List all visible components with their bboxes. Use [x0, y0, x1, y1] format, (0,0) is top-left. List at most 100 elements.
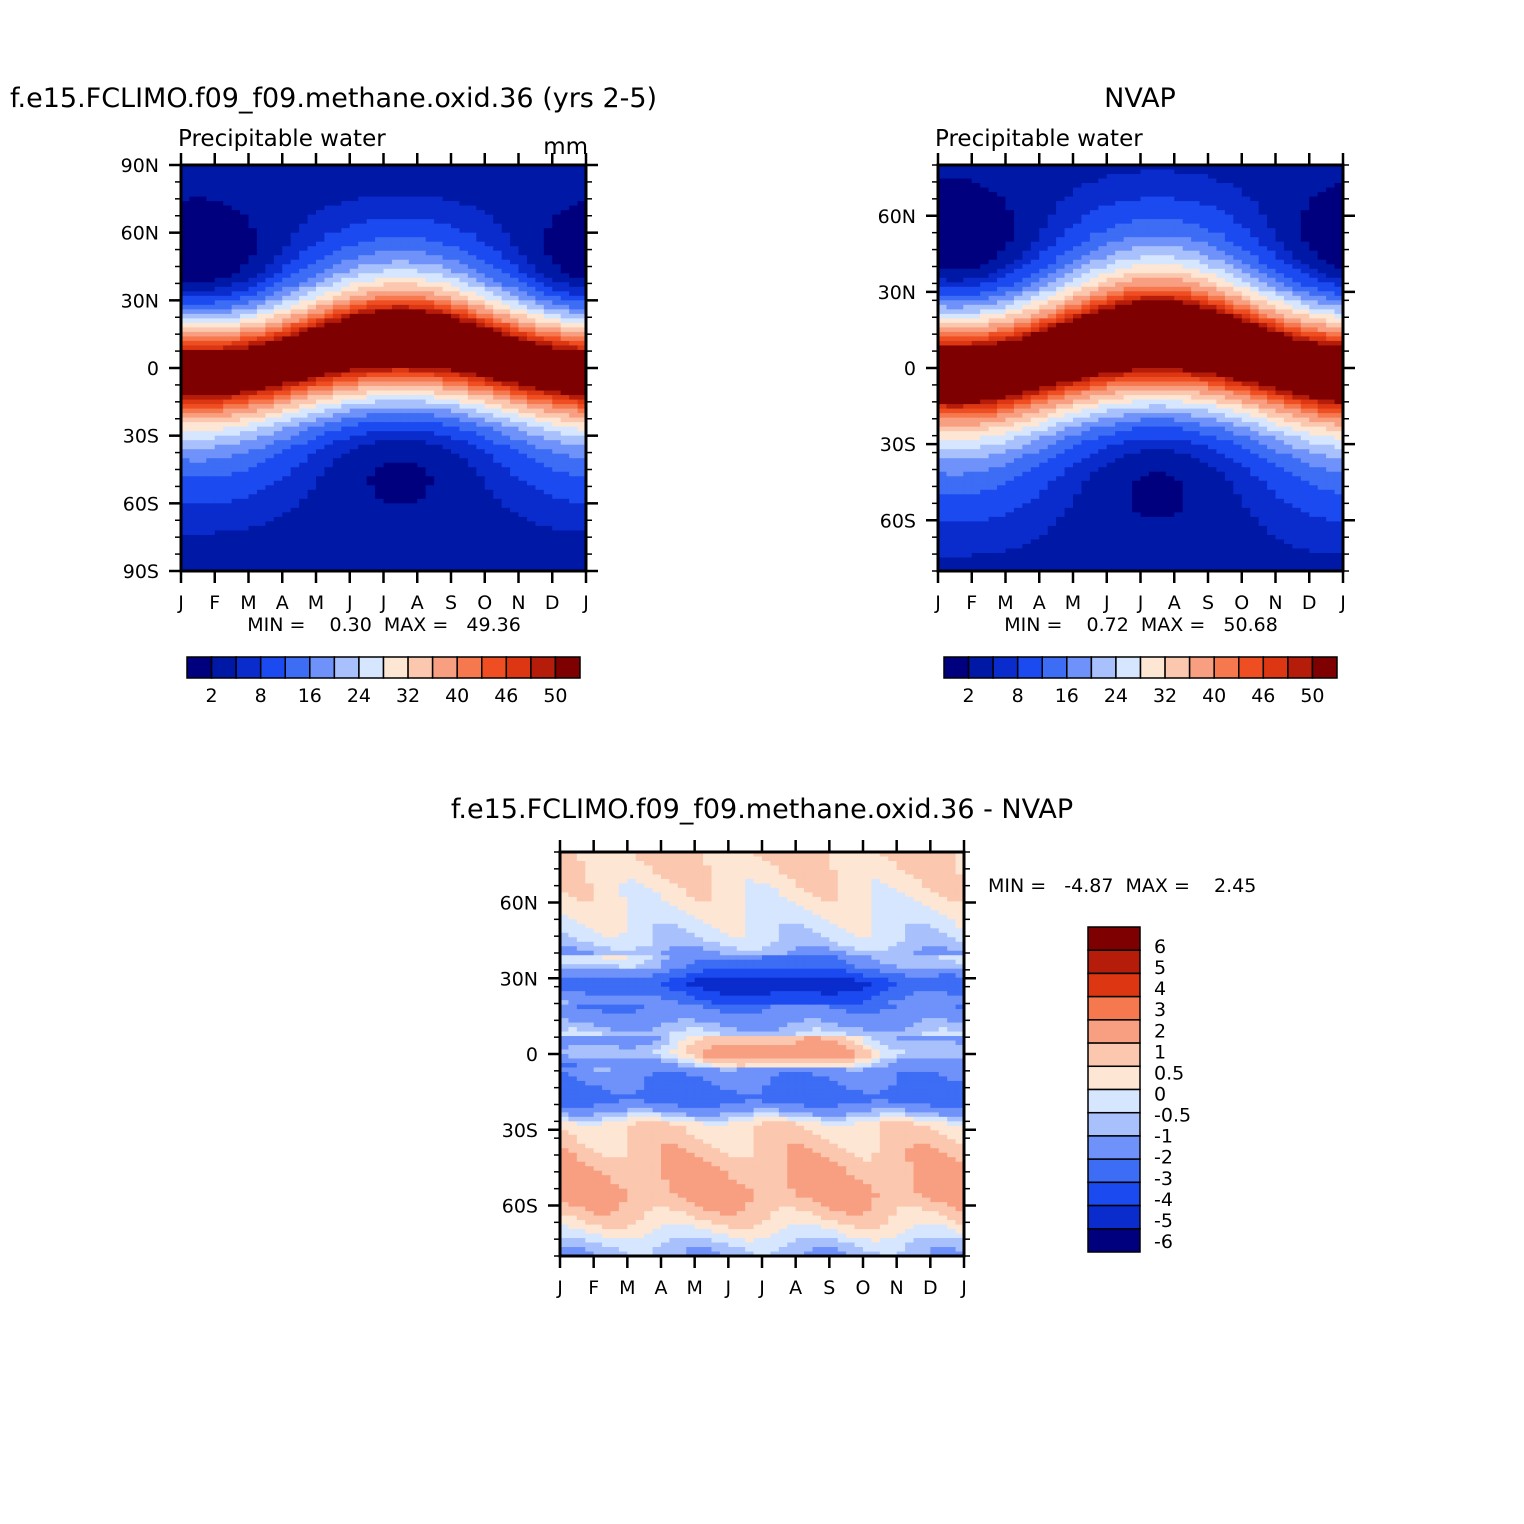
panel-model-cell — [181, 561, 191, 568]
panel-model-cell — [526, 295, 536, 301]
panel-model-cell — [375, 386, 385, 392]
panel-model-cell — [375, 467, 385, 473]
panel-model-cell — [459, 250, 469, 256]
panel-model-cell — [366, 404, 376, 410]
panel-model-ytick-label: 90N — [121, 155, 159, 177]
panel-model-cell — [223, 368, 233, 374]
panel-model-cell — [290, 539, 300, 545]
panel-model-cell — [206, 327, 216, 333]
panel-model-cell — [358, 458, 368, 464]
panel-model-cell — [282, 386, 292, 392]
panel-model-cell — [425, 557, 435, 563]
panel-nvap-cell — [1123, 174, 1133, 180]
panel-model-cell — [552, 530, 562, 536]
panel-nvap-cell — [1199, 192, 1209, 198]
panel-nvap-cell — [1005, 183, 1015, 189]
panel-model-cell — [577, 480, 586, 486]
panel-nvap-cell — [1224, 169, 1234, 175]
panel-model-cell — [484, 183, 494, 189]
panel-model-cell — [349, 395, 359, 401]
panel-model-cell — [375, 250, 385, 256]
panel-model-cell — [197, 358, 207, 365]
panel-model-cell — [383, 485, 393, 491]
panel-model-cell — [282, 291, 292, 297]
panel-model-cell — [510, 467, 520, 473]
panel-model-cell — [391, 426, 401, 432]
panel-model-cell — [206, 205, 216, 211]
panel-model-cell — [518, 507, 528, 513]
panel-model-cell — [535, 340, 545, 347]
panel-model-cell — [543, 467, 553, 473]
panel-model-cell — [181, 210, 191, 216]
panel-model-cell — [282, 300, 292, 306]
panel-model-cell — [197, 471, 207, 477]
panel-model-cell — [484, 435, 494, 441]
panel-model-cell — [400, 228, 410, 234]
panel-model-cell — [341, 178, 351, 184]
panel-model-cell — [400, 368, 410, 374]
panel-model-cell — [476, 453, 486, 459]
panel-model-cell — [467, 507, 477, 513]
panel-model-cell — [425, 358, 435, 365]
panel-nvap-cell — [1115, 169, 1125, 175]
panel-model-cell — [307, 340, 317, 347]
panel-model-cell — [518, 340, 528, 347]
panel-model-cell — [290, 498, 300, 504]
panel-model-cell — [341, 489, 351, 495]
panel-model-cell — [459, 304, 469, 310]
panel-model-cell — [206, 530, 216, 536]
panel-model-cell — [510, 237, 520, 243]
panel-model-cell — [484, 494, 494, 500]
panel-model-cell — [493, 566, 503, 571]
panel-model-cell — [307, 399, 317, 405]
panel-model-cell — [518, 431, 528, 437]
panel-nvap-cell — [1267, 174, 1277, 180]
panel-model-cell — [282, 349, 292, 356]
panel-model-cell — [552, 413, 562, 419]
panel-model-cell — [256, 228, 266, 234]
panel-model-cell — [425, 300, 435, 306]
panel-model-cell — [493, 246, 503, 252]
panel-model-cell — [299, 516, 309, 522]
panel-model-cell — [560, 525, 570, 531]
panel-model-cell — [316, 386, 326, 392]
panel-model-cell — [265, 259, 275, 265]
panel-model-cell — [375, 516, 385, 522]
panel-model-cell — [552, 543, 562, 550]
panel-model-cell — [391, 264, 401, 270]
panel-model-cell — [417, 205, 427, 211]
panel-nvap-cell — [1199, 210, 1209, 216]
panel-nvap-cell — [1191, 205, 1201, 211]
panel-nvap-cell — [1182, 169, 1192, 175]
panel-model-cell — [569, 381, 579, 387]
panel-model-cell — [256, 557, 266, 563]
panel-nvap-cell — [1191, 169, 1201, 175]
panel-model-cell — [459, 340, 469, 347]
panel-model-cell — [577, 205, 586, 211]
panel-model-cell — [181, 408, 191, 414]
panel-model-cell — [451, 192, 461, 198]
panel-model-cell — [442, 169, 452, 175]
panel-model-cell — [518, 404, 528, 410]
panel-model-cell — [316, 408, 326, 414]
panel-model-cell — [434, 214, 444, 220]
panel-model-cell — [299, 557, 309, 563]
panel-model-cell — [316, 255, 326, 261]
panel-nvap-cell — [1300, 169, 1310, 175]
panel-nvap-cell — [1148, 183, 1158, 189]
panel-nvap-cell — [954, 183, 964, 189]
panel-model-cell — [189, 214, 199, 220]
panel-model-cell — [332, 259, 342, 265]
panel-model-cell — [459, 543, 469, 550]
panel-model-cell — [282, 467, 292, 473]
panel-nvap-cell — [1216, 205, 1226, 211]
panel-model-cell — [214, 259, 224, 265]
panel-model-cell — [467, 165, 477, 171]
panel-model-cell — [543, 273, 553, 279]
panel-model-cell — [358, 422, 368, 428]
panel-nvap-cell — [1073, 210, 1083, 216]
panel-model-cell — [501, 228, 511, 234]
panel-model-cell — [324, 390, 334, 396]
panel-model-cell — [526, 561, 536, 568]
panel-model-cell — [324, 543, 334, 550]
